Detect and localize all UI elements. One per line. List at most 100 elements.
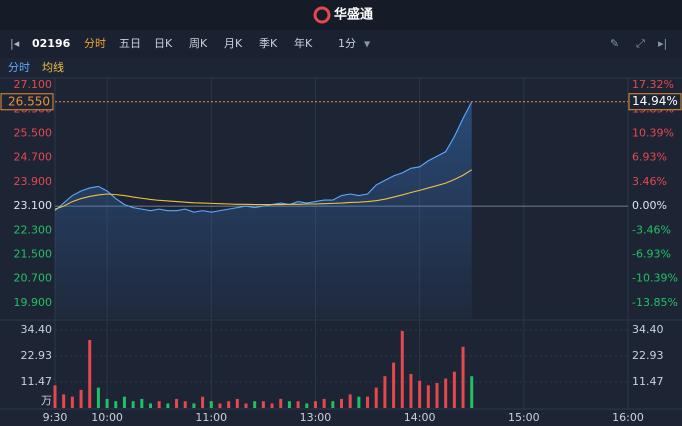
- volume-bar: [348, 394, 352, 408]
- y2-tick-label: -10.39%: [632, 272, 678, 285]
- x-tick-label: 14:00: [404, 411, 436, 424]
- y2-tick-label: -3.46%: [632, 223, 671, 236]
- y-tick-label: 22.300: [14, 223, 53, 236]
- y-tick-label: 23.900: [14, 175, 53, 188]
- x-tick-label: 13:00: [300, 411, 332, 424]
- volume-bar: [218, 403, 222, 408]
- back-icon[interactable]: |◂: [10, 37, 20, 50]
- volume-bar: [70, 396, 74, 408]
- volume-bar: [79, 389, 83, 408]
- volume-bar: [122, 396, 126, 408]
- app-title: 华盛通: [334, 7, 373, 23]
- volume-bar: [366, 396, 370, 408]
- last-change-box: [628, 93, 682, 111]
- vol-tick-label: 11.47: [21, 375, 53, 388]
- y2-tick-label: -6.93%: [632, 248, 671, 261]
- volume-bar: [461, 346, 465, 408]
- x-tick-label: 15:00: [508, 411, 540, 424]
- volume-bar: [287, 401, 291, 408]
- price-area: [55, 101, 472, 318]
- y-tick-label: 23.100: [14, 199, 53, 212]
- vol-tick-label-right: 11.47: [632, 375, 664, 388]
- volume-bar: [209, 401, 213, 408]
- y2-tick-label: 17.32%: [632, 78, 674, 91]
- y-tick-label: 20.700: [14, 272, 53, 285]
- y-tick-label: 21.500: [14, 247, 53, 260]
- tab[interactable]: 日K: [154, 37, 173, 50]
- tab[interactable]: 季K: [259, 37, 278, 50]
- y-tick-label: 24.700: [14, 151, 53, 164]
- volume-bar: [88, 339, 92, 408]
- vol-unit: 万: [41, 394, 52, 407]
- expand-icon[interactable]: ⤢: [636, 37, 645, 50]
- vol-tick-label-right: 22.93: [632, 349, 664, 362]
- volume-bar: [62, 394, 66, 408]
- logo-icon: [313, 6, 331, 24]
- volume-bar: [261, 401, 265, 408]
- legend-entry: 分时: [8, 61, 30, 74]
- volume-bar: [183, 401, 187, 408]
- vol-tick-label: 22.93: [21, 349, 53, 362]
- volume-bar: [470, 376, 474, 408]
- exit-icon[interactable]: ▸|: [658, 37, 667, 50]
- x-tick-label: 9:30: [43, 411, 68, 424]
- volume-bar: [305, 403, 309, 408]
- volume-bar: [157, 401, 161, 408]
- header-bar: [0, 0, 682, 30]
- volume-bar: [114, 401, 118, 408]
- volume-bar: [400, 330, 404, 408]
- volume-bar: [418, 380, 422, 408]
- volume-bar: [166, 403, 170, 408]
- volume-bar: [131, 401, 135, 408]
- volume-bar: [140, 398, 144, 408]
- volume-bar: [331, 401, 335, 408]
- volume-bar: [96, 387, 100, 408]
- last-price-box: [0, 93, 54, 111]
- interval[interactable]: 1分: [338, 37, 356, 50]
- volume-bar: [279, 398, 283, 408]
- draw-icon[interactable]: ✎: [610, 37, 619, 50]
- volume-bar: [244, 403, 248, 408]
- volume-bar: [227, 401, 231, 408]
- volume-bar: [322, 398, 326, 408]
- symbol: 02196: [32, 37, 71, 50]
- series-line: [54, 169, 473, 210]
- x-tick-label: 10:00: [91, 411, 123, 424]
- volume-bar: [452, 371, 456, 408]
- last-price-label: 26.550: [8, 94, 50, 108]
- volume-bar: [340, 398, 343, 408]
- legend-entry: 均线: [42, 60, 64, 74]
- volume-bar: [253, 401, 257, 408]
- dropdown-arrow[interactable]: ▼: [364, 40, 371, 49]
- vol-tick-label: 34.40: [21, 323, 53, 336]
- volume-bar: [426, 385, 430, 408]
- tab[interactable]: 五日: [119, 37, 141, 50]
- last-change-label: 14.94%: [632, 94, 678, 108]
- tab[interactable]: 月K: [224, 37, 243, 50]
- tab[interactable]: 周K: [189, 37, 208, 50]
- x-tick-label: 11:00: [195, 411, 227, 424]
- volume-bar: [392, 362, 396, 408]
- volume-bar: [444, 378, 448, 408]
- volume-bar: [192, 403, 196, 408]
- volume-bar: [270, 403, 274, 408]
- tab[interactable]: 年K: [294, 36, 313, 50]
- y-tick-label: 19.900: [14, 296, 53, 309]
- volume-bar: [409, 373, 413, 408]
- volume-bar: [383, 376, 387, 408]
- volume-bar: [105, 398, 109, 408]
- volume-bar: [435, 383, 439, 408]
- y2-tick-label: 3.46%: [632, 175, 667, 188]
- volume-bar: [357, 396, 361, 408]
- volume-bar: [201, 396, 205, 408]
- volume-bar: [149, 403, 152, 408]
- toolbar: [0, 30, 682, 58]
- volume-bar: [313, 401, 317, 408]
- tab[interactable]: 分时: [84, 37, 106, 50]
- y2-tick-label: 10.39%: [632, 127, 674, 140]
- vol-tick-label-right: 34.40: [632, 323, 664, 336]
- y-tick-label: 25.500: [14, 127, 53, 140]
- volume-bar: [53, 385, 57, 408]
- y2-tick-label: -13.85%: [632, 296, 678, 309]
